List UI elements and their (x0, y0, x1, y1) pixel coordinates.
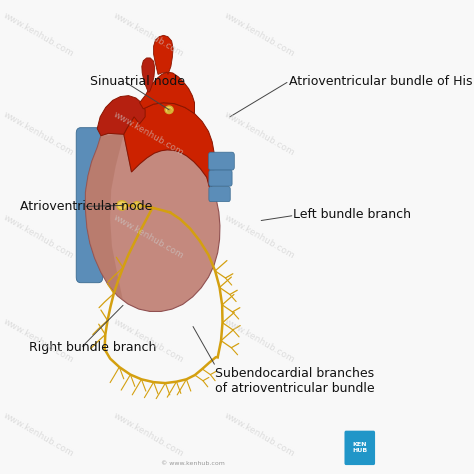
FancyBboxPatch shape (209, 187, 230, 201)
Text: www.kenhub.com: www.kenhub.com (1, 109, 75, 157)
Text: www.kenhub.com: www.kenhub.com (112, 109, 186, 157)
Polygon shape (140, 72, 194, 114)
Text: Atrioventricular bundle of His: Atrioventricular bundle of His (289, 75, 472, 88)
Text: www.kenhub.com: www.kenhub.com (223, 213, 296, 261)
Text: Subendocardial branches
of atrioventricular bundle: Subendocardial branches of atrioventricu… (215, 367, 375, 395)
Ellipse shape (117, 201, 127, 210)
Text: www.kenhub.com: www.kenhub.com (223, 317, 296, 365)
Text: Atrioventricular node: Atrioventricular node (20, 200, 152, 213)
Text: Right bundle branch: Right bundle branch (29, 341, 156, 354)
Text: www.kenhub.com: www.kenhub.com (223, 109, 296, 157)
Text: www.kenhub.com: www.kenhub.com (223, 10, 296, 58)
Text: www.kenhub.com: www.kenhub.com (1, 213, 75, 261)
Ellipse shape (133, 201, 141, 209)
Polygon shape (85, 134, 124, 301)
Text: Sinuatrial node: Sinuatrial node (90, 75, 185, 88)
Polygon shape (124, 103, 214, 187)
FancyBboxPatch shape (76, 128, 103, 283)
Text: www.kenhub.com: www.kenhub.com (1, 317, 75, 365)
Text: Left bundle branch: Left bundle branch (292, 208, 410, 221)
Text: www.kenhub.com: www.kenhub.com (112, 317, 186, 365)
Text: www.kenhub.com: www.kenhub.com (112, 411, 186, 459)
Polygon shape (154, 36, 173, 74)
FancyBboxPatch shape (345, 431, 375, 465)
Text: © www.kenhub.com: © www.kenhub.com (161, 461, 225, 465)
Text: www.kenhub.com: www.kenhub.com (223, 411, 296, 459)
FancyBboxPatch shape (209, 152, 234, 170)
Polygon shape (85, 133, 220, 311)
Ellipse shape (165, 106, 173, 114)
Text: www.kenhub.com: www.kenhub.com (112, 213, 186, 261)
Text: www.kenhub.com: www.kenhub.com (1, 10, 75, 58)
Text: KEN
HUB: KEN HUB (352, 442, 367, 453)
FancyBboxPatch shape (209, 170, 232, 186)
Text: www.kenhub.com: www.kenhub.com (1, 411, 75, 459)
Text: www.kenhub.com: www.kenhub.com (112, 10, 186, 58)
Polygon shape (142, 58, 155, 92)
Polygon shape (97, 96, 145, 136)
